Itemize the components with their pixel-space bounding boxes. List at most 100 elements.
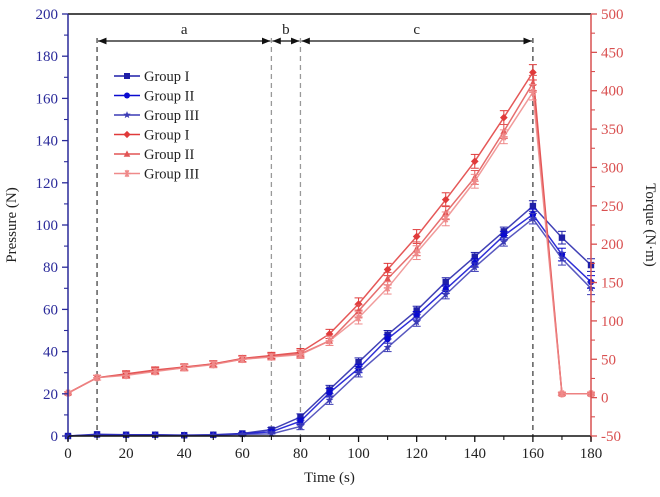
data-point <box>180 363 189 372</box>
data-point <box>500 232 508 239</box>
left-y-tick-label: 160 <box>36 91 59 107</box>
data-point <box>529 88 537 97</box>
data-point <box>412 232 421 241</box>
data-point <box>325 337 334 345</box>
legend-item: Group II <box>114 147 195 163</box>
legend: Group I Group II Group III Group I Group II G… <box>114 69 199 183</box>
data-point <box>296 350 305 359</box>
x-tick-label: 80 <box>293 446 308 462</box>
data-point <box>93 430 102 439</box>
legend-marker-circle <box>124 92 130 99</box>
legend-item: Group II <box>114 89 195 105</box>
x-tick-label: 140 <box>464 446 487 462</box>
data-point <box>325 395 334 404</box>
x-tick-label: 120 <box>405 446 428 462</box>
right-y-tick-label: 400 <box>601 84 624 100</box>
data-point <box>441 290 450 298</box>
right-y-tick-label: 250 <box>601 199 624 215</box>
data-point <box>238 430 247 438</box>
data-point <box>470 157 479 166</box>
x-tick-label: 180 <box>580 446 603 462</box>
left-y-tick-label: 180 <box>36 49 59 65</box>
legend-marker-asterisk <box>123 169 131 178</box>
right-y-tick-label: 50 <box>601 352 616 368</box>
data-point <box>326 389 333 396</box>
data-point <box>442 286 449 293</box>
data-point <box>529 68 537 77</box>
legend-label: Group II <box>144 147 195 163</box>
left-y-tick-label: 200 <box>36 7 59 23</box>
data-point <box>93 373 101 382</box>
data-point <box>355 358 362 366</box>
data-point <box>296 422 305 430</box>
data-point <box>529 202 537 210</box>
data-point <box>442 278 449 286</box>
x-tick-label: 160 <box>522 446 545 462</box>
left-y-tick-label: 140 <box>36 134 59 150</box>
data-point <box>383 284 392 292</box>
phase-divider-lines <box>96 38 534 436</box>
phase-label-c: c <box>413 22 420 38</box>
data-point <box>384 274 392 282</box>
data-point <box>528 214 537 223</box>
left-y-tick-label: 100 <box>36 218 59 234</box>
data-point <box>558 234 566 241</box>
legend-label: Group III <box>144 167 199 183</box>
data-point <box>557 254 566 263</box>
legend-item: Group I <box>114 128 190 144</box>
legend-label: Group II <box>144 89 195 105</box>
data-point <box>180 431 189 439</box>
axes: 0 20 40 60 80 100 120 140 160 180 0 20 40 60 80 100 120 1… <box>36 7 624 462</box>
data-point <box>151 367 160 376</box>
right-y-tick-label: 350 <box>601 122 624 138</box>
legend-item: Group I <box>114 69 190 85</box>
x-tick-label: 100 <box>347 446 370 462</box>
data-point <box>209 360 218 369</box>
x-tick-label: 40 <box>177 446 192 462</box>
data-point <box>413 312 420 319</box>
data-point <box>470 263 479 271</box>
right-y-tick-label: 100 <box>601 314 624 330</box>
left-y-axis-title: Pressure (N) <box>4 187 20 262</box>
right-y-tick-label: 200 <box>601 237 624 253</box>
right-y-tick-label: 450 <box>601 45 624 61</box>
left-y-tick-label: 60 <box>43 302 58 318</box>
data-point <box>122 371 130 380</box>
data-point <box>383 265 392 274</box>
data-point <box>354 300 363 308</box>
data-point <box>267 429 276 438</box>
right-y-tick-label: 300 <box>601 160 624 176</box>
data-point <box>412 248 421 257</box>
data-point <box>383 343 392 351</box>
series-pressure-group-iii <box>64 212 595 440</box>
left-y-tick-label: 80 <box>43 260 58 276</box>
data-point <box>151 431 160 439</box>
data-point <box>354 314 363 322</box>
legend-label: Group III <box>144 108 199 124</box>
left-y-tick-label: 0 <box>51 429 59 445</box>
right-y-tick-label: 500 <box>601 7 624 23</box>
data-point <box>471 253 478 260</box>
data-point <box>499 237 508 246</box>
legend-item: Group III <box>114 167 199 183</box>
legend-label: Group I <box>144 128 190 144</box>
data-point <box>441 195 450 204</box>
left-y-tick-label: 120 <box>36 176 59 192</box>
legend-marker-square <box>124 73 130 79</box>
legend-marker-star <box>123 111 131 119</box>
data-point <box>238 355 247 364</box>
right-y-tick-label: -50 <box>601 429 621 445</box>
data-point <box>413 307 420 314</box>
x-tick-label: 60 <box>235 446 250 462</box>
data-point <box>122 431 131 439</box>
data-point <box>297 418 304 425</box>
legend-item: Group III <box>114 108 199 124</box>
data-point <box>354 368 363 377</box>
left-y-tick-label: 40 <box>43 345 58 361</box>
data-point <box>499 132 508 141</box>
x-tick-label: 20 <box>119 446 134 462</box>
data-point <box>499 113 508 122</box>
phase-label-a: a <box>181 22 188 38</box>
data-point <box>384 335 391 343</box>
